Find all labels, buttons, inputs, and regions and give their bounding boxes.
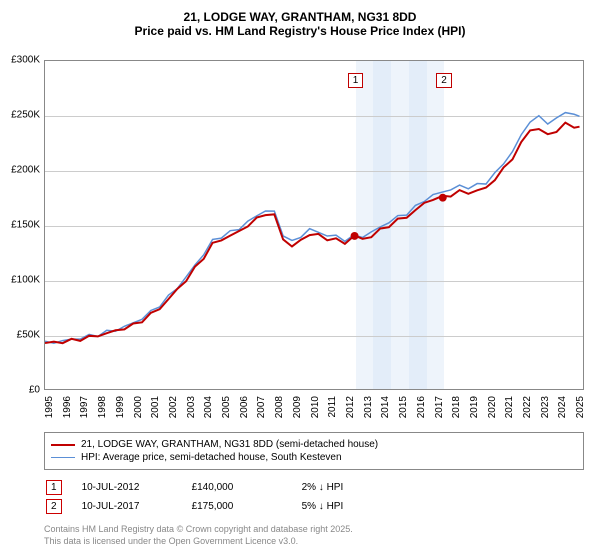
legend-label: 21, LODGE WAY, GRANTHAM, NG31 8DD (semi-… bbox=[81, 439, 378, 450]
series-hpi bbox=[45, 113, 580, 344]
marker-label-1: 1 bbox=[348, 73, 364, 88]
x-tick-label: 1997 bbox=[79, 396, 90, 418]
x-tick-label: 1995 bbox=[44, 396, 55, 418]
table-price: £140,000 bbox=[192, 482, 282, 493]
x-tick-label: 2018 bbox=[451, 396, 462, 418]
y-tick-label: £250K bbox=[11, 110, 40, 121]
table-date: 10-JUL-2017 bbox=[82, 501, 172, 512]
series-price_paid bbox=[45, 123, 580, 344]
footer-line1: Contains HM Land Registry data © Crown c… bbox=[44, 524, 353, 536]
chart-container: 21, LODGE WAY, GRANTHAM, NG31 8DD Price … bbox=[0, 0, 600, 560]
x-tick-label: 2005 bbox=[221, 396, 232, 418]
chart-plot-area: 12 bbox=[44, 60, 584, 390]
title-line1: 21, LODGE WAY, GRANTHAM, NG31 8DD bbox=[0, 10, 600, 24]
legend-swatch bbox=[51, 457, 75, 458]
x-tick-label: 2010 bbox=[310, 396, 321, 418]
x-tick-label: 2002 bbox=[168, 396, 179, 418]
x-tick-label: 2021 bbox=[504, 396, 515, 418]
x-tick-label: 2004 bbox=[203, 396, 214, 418]
legend-item: 21, LODGE WAY, GRANTHAM, NG31 8DD (semi-… bbox=[51, 439, 577, 450]
table-date: 10-JUL-2012 bbox=[82, 482, 172, 493]
table-row: 2 10-JUL-2017 £175,000 5% ↓ HPI bbox=[44, 499, 584, 514]
x-tick-label: 2016 bbox=[416, 396, 427, 418]
footer: Contains HM Land Registry data © Crown c… bbox=[44, 524, 353, 547]
y-tick-label: £0 bbox=[29, 385, 40, 396]
x-tick-label: 2017 bbox=[434, 396, 445, 418]
legend-label: HPI: Average price, semi-detached house,… bbox=[81, 452, 342, 463]
table-marker: 1 bbox=[46, 480, 62, 495]
x-tick-label: 1998 bbox=[97, 396, 108, 418]
x-tick-label: 2015 bbox=[398, 396, 409, 418]
legend-swatch bbox=[51, 444, 75, 446]
x-tick-label: 2019 bbox=[469, 396, 480, 418]
x-tick-label: 2014 bbox=[380, 396, 391, 418]
x-tick-label: 2006 bbox=[239, 396, 250, 418]
legend: 21, LODGE WAY, GRANTHAM, NG31 8DD (semi-… bbox=[44, 432, 584, 470]
legend-item: HPI: Average price, semi-detached house,… bbox=[51, 452, 577, 463]
y-tick-label: £300K bbox=[11, 55, 40, 66]
marker-dot-1 bbox=[351, 232, 359, 240]
x-tick-label: 2009 bbox=[292, 396, 303, 418]
y-tick-label: £150K bbox=[11, 220, 40, 231]
title-block: 21, LODGE WAY, GRANTHAM, NG31 8DD Price … bbox=[0, 0, 600, 38]
x-tick-label: 2020 bbox=[487, 396, 498, 418]
x-tick-label: 1999 bbox=[115, 396, 126, 418]
title-line2: Price paid vs. HM Land Registry's House … bbox=[0, 24, 600, 38]
footer-line2: This data is licensed under the Open Gov… bbox=[44, 536, 353, 548]
y-tick-label: £50K bbox=[17, 330, 40, 341]
y-axis-labels: £0£50K£100K£150K£200K£250K£300K bbox=[0, 60, 42, 390]
x-tick-label: 2023 bbox=[540, 396, 551, 418]
x-tick-label: 1996 bbox=[62, 396, 73, 418]
line-series-svg bbox=[45, 61, 583, 389]
x-tick-label: 2008 bbox=[274, 396, 285, 418]
x-tick-label: 2007 bbox=[256, 396, 267, 418]
table-pct: 5% ↓ HPI bbox=[302, 501, 402, 512]
table-pct: 2% ↓ HPI bbox=[302, 482, 402, 493]
x-tick-label: 2001 bbox=[150, 396, 161, 418]
marker-label-2: 2 bbox=[436, 73, 452, 88]
x-tick-label: 2012 bbox=[345, 396, 356, 418]
x-tick-label: 2000 bbox=[133, 396, 144, 418]
table-marker: 2 bbox=[46, 499, 62, 514]
x-tick-label: 2013 bbox=[363, 396, 374, 418]
x-tick-label: 2022 bbox=[522, 396, 533, 418]
x-tick-label: 2011 bbox=[327, 396, 338, 418]
x-tick-label: 2003 bbox=[186, 396, 197, 418]
sales-table: 1 10-JUL-2012 £140,000 2% ↓ HPI 2 10-JUL-2017… bbox=[44, 476, 584, 518]
y-tick-label: £200K bbox=[11, 165, 40, 176]
y-tick-label: £100K bbox=[11, 275, 40, 286]
table-price: £175,000 bbox=[192, 501, 282, 512]
table-row: 1 10-JUL-2012 £140,000 2% ↓ HPI bbox=[44, 480, 584, 495]
x-tick-label: 2025 bbox=[575, 396, 586, 418]
x-tick-label: 2024 bbox=[557, 396, 568, 418]
marker-dot-2 bbox=[439, 194, 447, 202]
